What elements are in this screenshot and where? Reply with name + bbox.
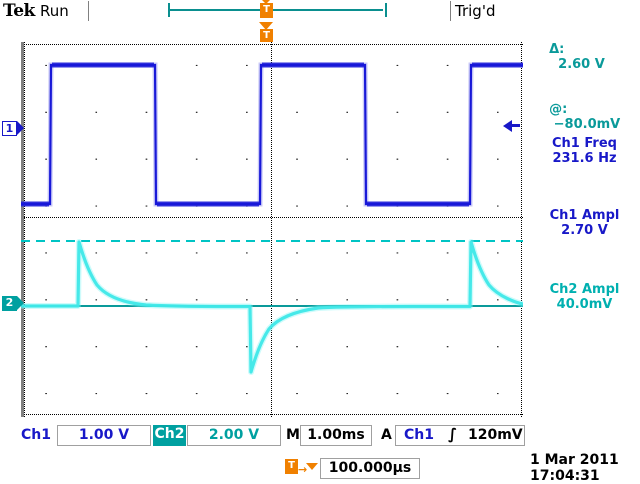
- measurement-ch1-freq-value: 231.6 Hz: [552, 151, 617, 166]
- measurement-ch2-ampl-value: 40.0mV: [556, 297, 613, 312]
- cursor-at-value: −80.0mV: [553, 117, 621, 132]
- trigger-group-label: A: [381, 427, 392, 443]
- horizontal-position-arrow-icon: →: [298, 463, 308, 476]
- cursor-at-row: @: −80.0mV: [531, 87, 620, 147]
- ch1-scale-value[interactable]: 1.00 V: [57, 425, 151, 446]
- tek-logo: Tek: [3, 1, 35, 21]
- trigger-level-arrow-icon[interactable]: [503, 120, 512, 132]
- measurement-ch1-ampl-label: Ch1 Ampl: [549, 208, 620, 223]
- ch1-ground-marker[interactable]: 1: [2, 121, 17, 136]
- measurement-ch1-freq[interactable]: Ch1 Freq 231.6 Hz: [532, 136, 637, 166]
- ch1-label[interactable]: Ch1: [21, 427, 51, 443]
- ch1-noise-band: [21, 62, 523, 207]
- cursor-delta-value: 2.60 V: [558, 57, 605, 72]
- header-divider-left: [88, 1, 89, 21]
- ch1-ground-arrow-icon: [17, 121, 24, 135]
- horizontal-position-icon: T: [285, 459, 298, 474]
- ch2-scale-value[interactable]: 2.00 V: [187, 425, 281, 446]
- trigger-level-value[interactable]: 120mV: [468, 427, 523, 443]
- cursor-at-label: @:: [549, 102, 568, 117]
- trigger-position-marker-top[interactable]: T: [260, 0, 273, 18]
- measurement-ch1-ampl[interactable]: Ch1 Ampl 2.70 V: [532, 208, 637, 238]
- ch2-waveform: [21, 240, 523, 374]
- cursor-delta-row: Δ: 2.60 V: [531, 27, 620, 87]
- horizontal-position-value[interactable]: 100.000µs: [320, 458, 420, 479]
- trigger-status-label: Trig'd: [455, 2, 496, 20]
- measurement-ch1-freq-label: Ch1 Freq: [552, 136, 617, 151]
- graticule-grid: [21, 42, 523, 417]
- graticule-border: [21, 42, 523, 417]
- header-divider-right: [450, 1, 451, 21]
- ch1-waveform-glow: [21, 62, 523, 207]
- measurement-ch2-ampl-label: Ch2 Ampl: [549, 282, 620, 297]
- measurement-ch2-ampl[interactable]: Ch2 Ampl 40.0mV: [532, 282, 637, 312]
- timebase-label: M: [286, 427, 300, 443]
- trigger-source-label[interactable]: Ch1: [404, 427, 434, 443]
- graticule-top-tick-row: [21, 44, 523, 45]
- measurement-ch1-ampl-value: 2.70 V: [561, 223, 608, 238]
- trigger-position-marker-bottom[interactable]: T: [260, 29, 273, 44]
- graticule-bottom-tick-row: [21, 414, 523, 415]
- ch2-label[interactable]: Ch2: [153, 425, 186, 446]
- time-label: 17:04:31: [530, 468, 600, 484]
- graticule-center-horizontal-axis: [21, 217, 523, 218]
- horizontal-position-triangle-icon: [306, 463, 318, 470]
- waveform-plot: [21, 62, 523, 375]
- graticule-left-tick-column: [24, 42, 25, 417]
- graticule-right-tick-column: [521, 42, 522, 417]
- header-bar: Tek Run T T Trig'd: [0, 0, 640, 44]
- record-length-bar: [168, 9, 383, 11]
- cursor-delta-label: Δ:: [549, 42, 565, 57]
- ch2-ground-marker[interactable]: 2: [2, 296, 17, 311]
- trigger-settings-box[interactable]: [395, 425, 525, 446]
- ch1-waveform: [21, 63, 523, 206]
- graticule-center-vertical-axis: [271, 42, 272, 417]
- trigger-level-arrow-tail: [511, 124, 520, 127]
- timebase-value[interactable]: 1.00ms: [300, 425, 372, 446]
- date-label: 1 Mar 2011: [530, 452, 619, 468]
- ch2-waveform-glow: [21, 239, 523, 375]
- ch2-ground-arrow-icon: [17, 296, 24, 310]
- trigger-slope-icon[interactable]: ∫: [448, 425, 458, 443]
- cursor-readout: Δ: 2.60 V @: −80.0mV: [531, 27, 620, 147]
- run-state-label: Run: [40, 2, 69, 20]
- trigger-position-triangle-icon: [259, 22, 273, 30]
